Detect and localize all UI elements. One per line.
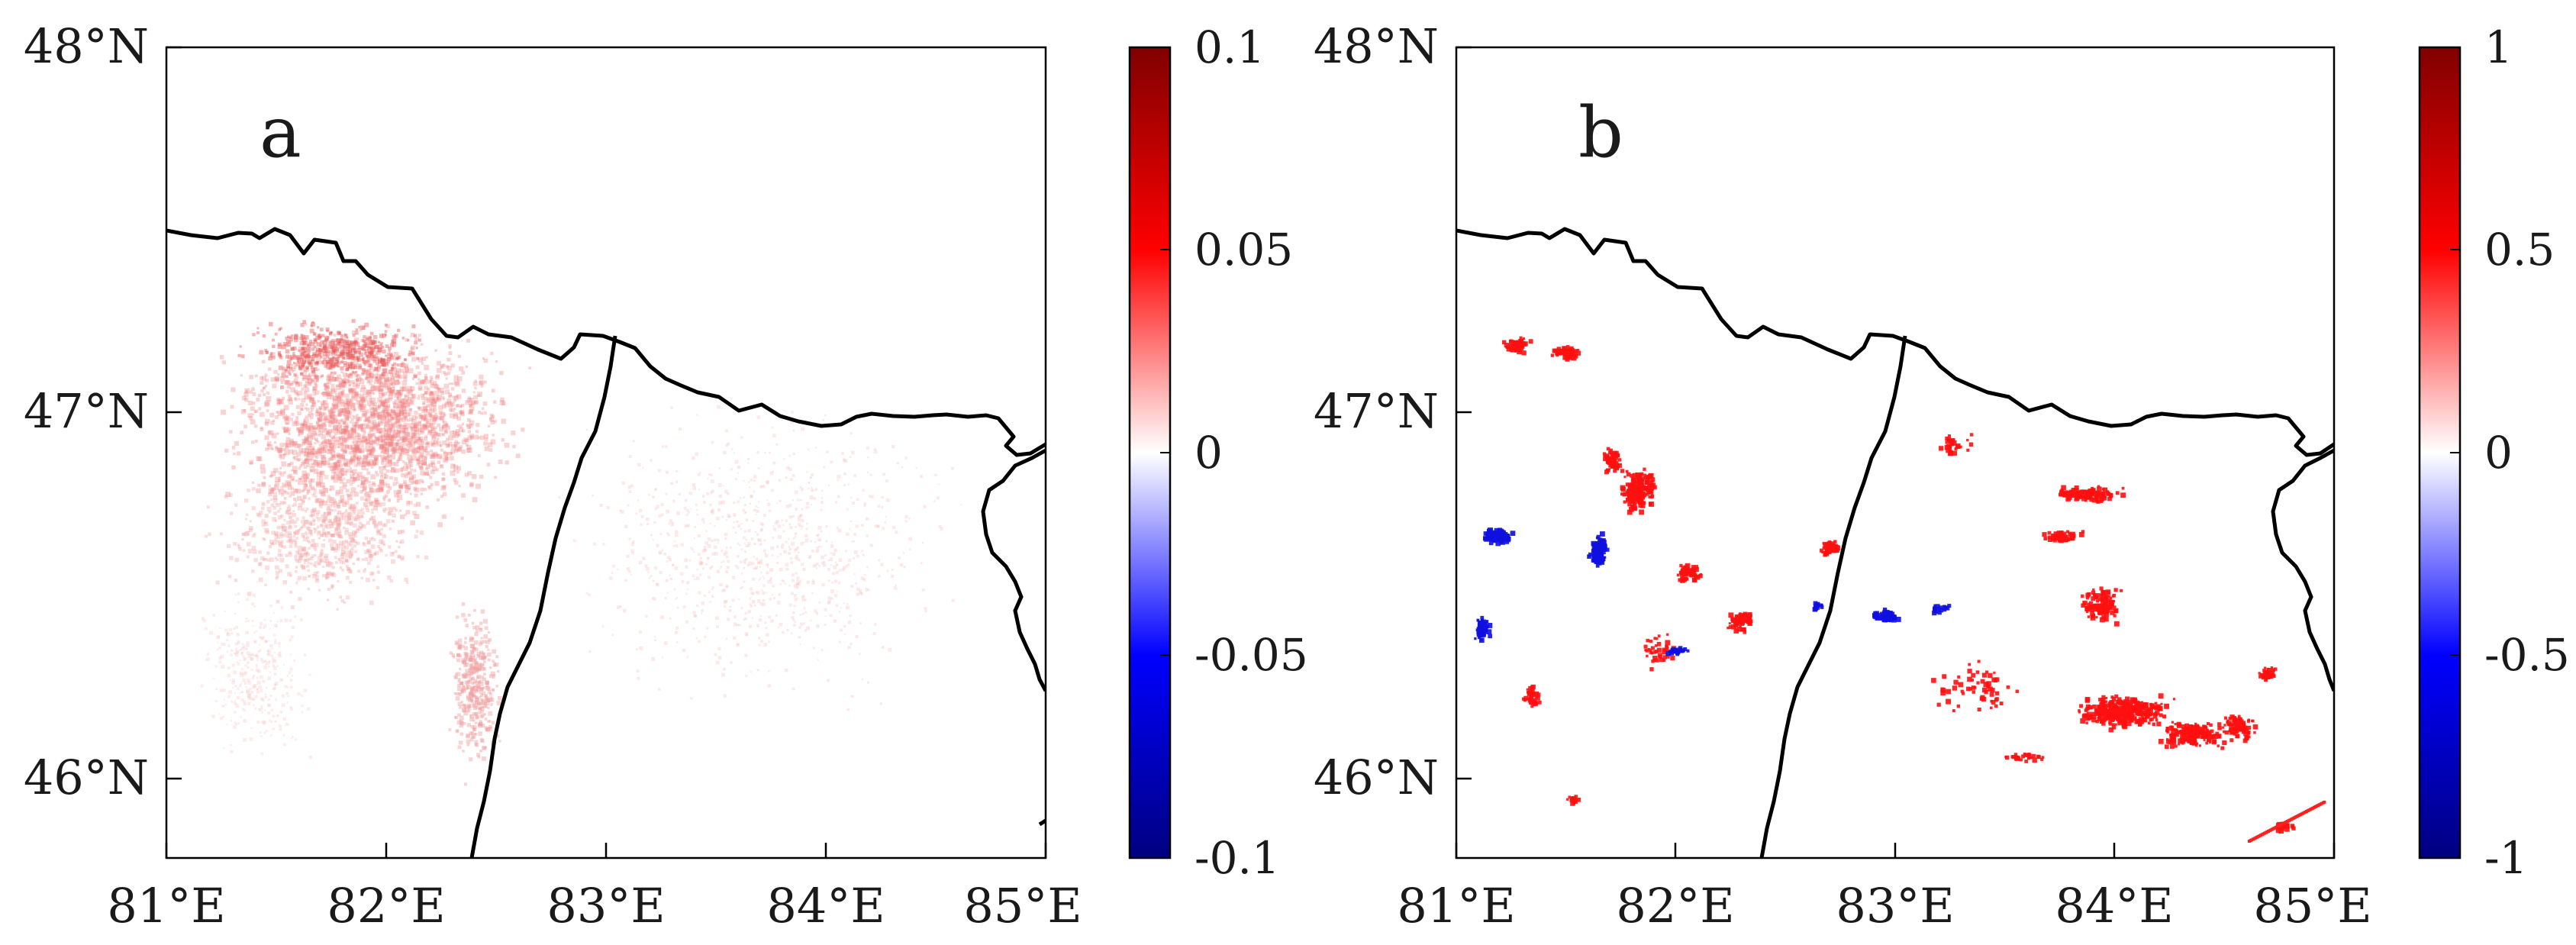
country-border-north [166, 227, 1046, 457]
lon-tick-84-b: 84°E [2055, 878, 2173, 934]
lon-tick-84-a: 84°E [766, 878, 885, 934]
east-border-b [2271, 448, 2334, 692]
lon-tick-81-b: 81°E [1397, 878, 1515, 934]
lat-tick-47-a: 47°N [24, 383, 149, 439]
lon-tick-85-b: 85°E [2253, 878, 2371, 934]
lon-tick-85-a: 85°E [963, 878, 1082, 934]
panel-a: a 48°N 47°N 46°N 81°E 82°E 83°E 84°E 85°… [24, 18, 1308, 934]
colorbar-tick-b-2: 0 [2484, 427, 2513, 479]
colorbar-tick-a-2: 0 [1195, 427, 1223, 479]
colorbar-tick-a-0: 0.1 [1195, 21, 1265, 73]
panel-label-a: a [260, 92, 301, 173]
east-border [981, 448, 1046, 692]
map-area-b [1456, 47, 2334, 858]
colorbar-tick-b-3: -0.5 [2484, 629, 2570, 681]
lon-tick-83-a: 83°E [546, 878, 665, 934]
lon-tick-81-a: 81°E [107, 878, 225, 934]
south-border-stub [1038, 818, 1046, 827]
colorbar-b: 1 0.5 0 -0.5 -1 [2418, 21, 2570, 884]
colorbar-tick-a-4: -0.1 [1195, 832, 1280, 884]
lon-tick-82-b: 82°E [1616, 878, 1734, 934]
lon-tick-82-a: 82°E [327, 878, 445, 934]
colorbar-a: 0.1 0.05 0 -0.05 -0.1 [1128, 21, 1308, 884]
lat-tick-48-b: 48°N [1314, 18, 1439, 74]
panel-b: b 48°N 47°N 46°N 81°E 82°E 83°E 84°E 85°… [1314, 18, 2570, 934]
map-area-a [166, 47, 1046, 858]
country-border-north-b [1456, 227, 2334, 457]
colorbar-tick-a-3: -0.05 [1195, 629, 1308, 681]
colorbar-tick-a-1: 0.05 [1195, 224, 1293, 276]
panel-label-b: b [1578, 92, 1623, 173]
province-border [469, 335, 617, 858]
colorbar-tick-b-1: 0.5 [2484, 224, 2555, 276]
colorbar-tick-b-4: -1 [2484, 832, 2528, 884]
lat-tick-47-b: 47°N [1314, 383, 1439, 439]
lat-tick-46-b: 46°N [1314, 750, 1439, 805]
lat-tick-48-a: 48°N [24, 18, 149, 74]
colorbar-tick-b-0: 1 [2484, 21, 2513, 73]
anomaly-speckles-a [200, 318, 962, 786]
lon-tick-83-b: 83°E [1836, 878, 1954, 934]
lat-tick-46-a: 46°N [24, 750, 149, 805]
anomaly-speckles-b [1474, 336, 2326, 843]
province-border-b [1759, 335, 1907, 858]
